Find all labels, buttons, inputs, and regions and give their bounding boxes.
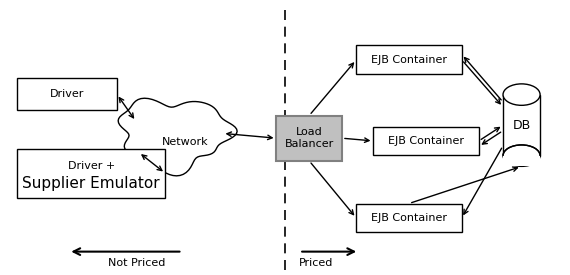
Text: Not Priced: Not Priced bbox=[108, 258, 165, 268]
Text: DB: DB bbox=[512, 119, 531, 132]
Text: Supplier Emulator: Supplier Emulator bbox=[22, 176, 160, 191]
Text: Priced: Priced bbox=[299, 258, 333, 268]
FancyBboxPatch shape bbox=[276, 116, 342, 161]
Bar bbox=[503, 95, 540, 156]
FancyBboxPatch shape bbox=[356, 45, 462, 74]
FancyBboxPatch shape bbox=[373, 126, 479, 155]
Text: Load
Balancer: Load Balancer bbox=[284, 127, 334, 149]
Polygon shape bbox=[118, 98, 237, 176]
Bar bbox=[503, 156, 540, 166]
FancyBboxPatch shape bbox=[17, 78, 117, 110]
Text: Driver +: Driver + bbox=[68, 161, 115, 171]
Text: Driver: Driver bbox=[50, 89, 84, 99]
Text: EJB Container: EJB Container bbox=[371, 55, 447, 65]
Text: Network: Network bbox=[162, 137, 209, 147]
Ellipse shape bbox=[503, 84, 540, 105]
Text: EJB Container: EJB Container bbox=[388, 136, 464, 146]
FancyBboxPatch shape bbox=[17, 148, 165, 198]
Ellipse shape bbox=[503, 145, 540, 166]
Text: EJB Container: EJB Container bbox=[371, 213, 447, 223]
FancyBboxPatch shape bbox=[356, 204, 462, 232]
